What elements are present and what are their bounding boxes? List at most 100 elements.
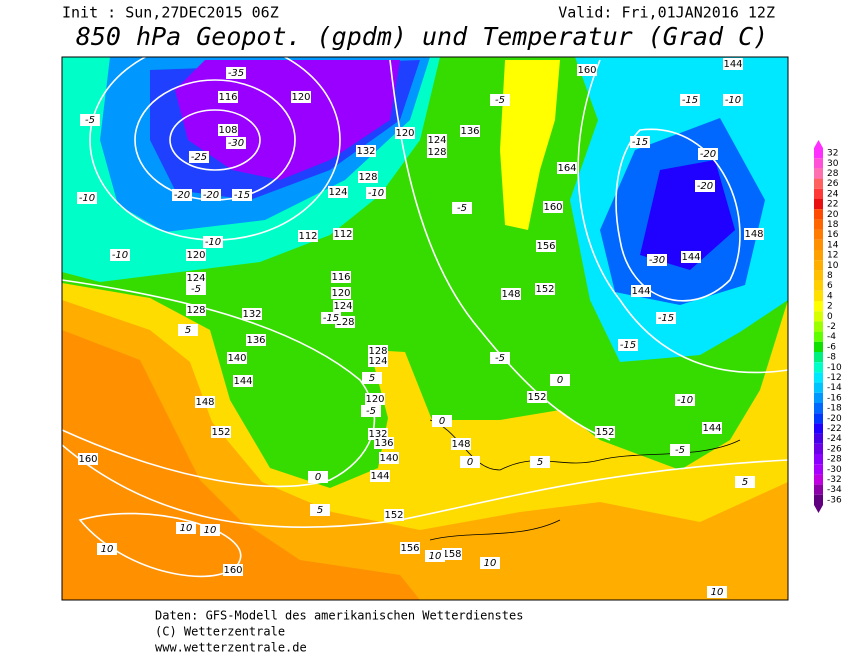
colorbar-swatch (814, 362, 823, 373)
temperature-label: 10 (204, 525, 217, 536)
geopotential-label-box (557, 162, 577, 174)
temperature-label-box (432, 415, 452, 427)
colorbar-swatch (814, 454, 823, 465)
temperature-label: -5 (457, 203, 467, 214)
temperature-label: -15 (234, 190, 250, 201)
temperature-label: -5 (366, 406, 376, 417)
geopotential-label: 144 (233, 376, 252, 387)
temperature-label-box (707, 586, 727, 598)
geopotential-label-box (242, 308, 262, 320)
temperature-label-box (77, 192, 97, 204)
temperature-label-box (647, 254, 667, 266)
colorbar-swatch (814, 301, 823, 312)
colorbar-swatch (814, 423, 823, 434)
temperature-label: 10 (101, 544, 114, 555)
temperature-label-box (308, 471, 328, 483)
temperature-label-box (490, 352, 510, 364)
temperature-label-box (618, 339, 638, 351)
geopotential-label-box (333, 300, 353, 312)
geopotential-label-box (186, 304, 206, 316)
geopotential-label: 136 (460, 126, 479, 137)
geopotential-label: 124 (427, 135, 446, 146)
geopotential-label-box (374, 437, 394, 449)
temperature-label: -25 (191, 152, 207, 163)
colorbar-label: -6 (827, 342, 836, 352)
colorbar-swatch (814, 188, 823, 199)
geopotential-label-box (723, 58, 743, 70)
geopotential-label: 128 (335, 317, 354, 328)
geopotential-label: 152 (527, 392, 546, 403)
colorbar-label: -8 (827, 353, 836, 363)
temperature-label: -5 (85, 115, 95, 126)
geopotential-label-box (681, 251, 701, 263)
geopotential-label-box (211, 426, 231, 438)
temperature-label-box (176, 522, 196, 534)
colorbar-label: -28 (827, 455, 842, 465)
temperature-label: -15 (658, 313, 674, 324)
colorbar-label: -30 (827, 465, 842, 475)
colorbar-label: -32 (827, 475, 842, 485)
colorbar-label: -4 (827, 332, 836, 342)
temperature-label-box (203, 236, 223, 248)
colorbar-label: -2 (827, 322, 836, 332)
temperature-label: -10 (368, 188, 384, 199)
colorbar-label: -18 (827, 404, 842, 414)
colorbar-label: 20 (827, 210, 839, 220)
isohypse (78, 512, 242, 578)
map-area (62, 57, 788, 600)
temperature-label-box (490, 94, 510, 106)
colorbar-label: 4 (827, 291, 833, 301)
geopotential-label: 132 (356, 146, 375, 157)
colorbar-swatch (814, 311, 823, 322)
temperature-label: -10 (79, 193, 95, 204)
temperature-label-box (656, 312, 676, 324)
geopotential-label-box (577, 64, 597, 76)
colorbar-swatch (814, 270, 823, 281)
temperature-label-box (670, 444, 690, 456)
geopotential-label-box (370, 470, 390, 482)
temperature-label-box (530, 456, 550, 468)
temperature-label: -5 (495, 95, 505, 106)
colorbar-swatch (814, 229, 823, 240)
geopotential-label-box (631, 285, 651, 297)
temperature-label-box (80, 114, 100, 126)
geopotential-label: 148 (451, 439, 470, 450)
colorbar-label: 32 (827, 149, 838, 159)
temperature-label-box (110, 249, 130, 261)
geopotential-label-box (356, 145, 376, 157)
geopotential-label-box (501, 288, 521, 300)
geopotential-label-box (358, 171, 378, 183)
temperature-label-box (226, 67, 246, 79)
geopotential-label: 124 (328, 187, 347, 198)
colorbar-swatch (814, 280, 823, 291)
colorbar-swatch (814, 341, 823, 352)
colorbar-label: -14 (827, 383, 842, 393)
geopotential-label-box (331, 271, 351, 283)
geopotential-label: 120 (291, 92, 310, 103)
geopotential-label-box (744, 228, 764, 240)
temperature-label: 5 (369, 373, 375, 384)
colorbar-label: 16 (827, 230, 839, 240)
geopotential-label-box (246, 334, 266, 346)
temperature-label: 0 (467, 457, 473, 468)
temperature-label: -5 (675, 445, 685, 456)
temperature-label: -20 (174, 190, 190, 201)
colorbar-swatch (814, 494, 823, 505)
temperature-label: 10 (180, 523, 193, 534)
colorbar-label: 10 (827, 261, 839, 271)
temperature-label-box (186, 283, 206, 295)
colorbar-swatch (814, 403, 823, 414)
warm-field (62, 330, 420, 600)
geopotential-label-box (368, 345, 388, 357)
geopotential-label-box (333, 228, 353, 240)
geopotential-label: 116 (331, 272, 350, 283)
geopotential-label: 148 (501, 289, 520, 300)
temperature-label: -10 (112, 250, 128, 261)
temperature-label: -20 (700, 149, 716, 160)
temperature-label: -15 (620, 340, 636, 351)
map-title: 850 hPa Geopot. (gpdm) und Temperatur (G… (76, 22, 768, 51)
colorbar-label: 8 (827, 271, 833, 281)
geopotential-label: 116 (218, 92, 237, 103)
geopotential-label-box (536, 240, 556, 252)
temperature-label: -10 (677, 395, 693, 406)
